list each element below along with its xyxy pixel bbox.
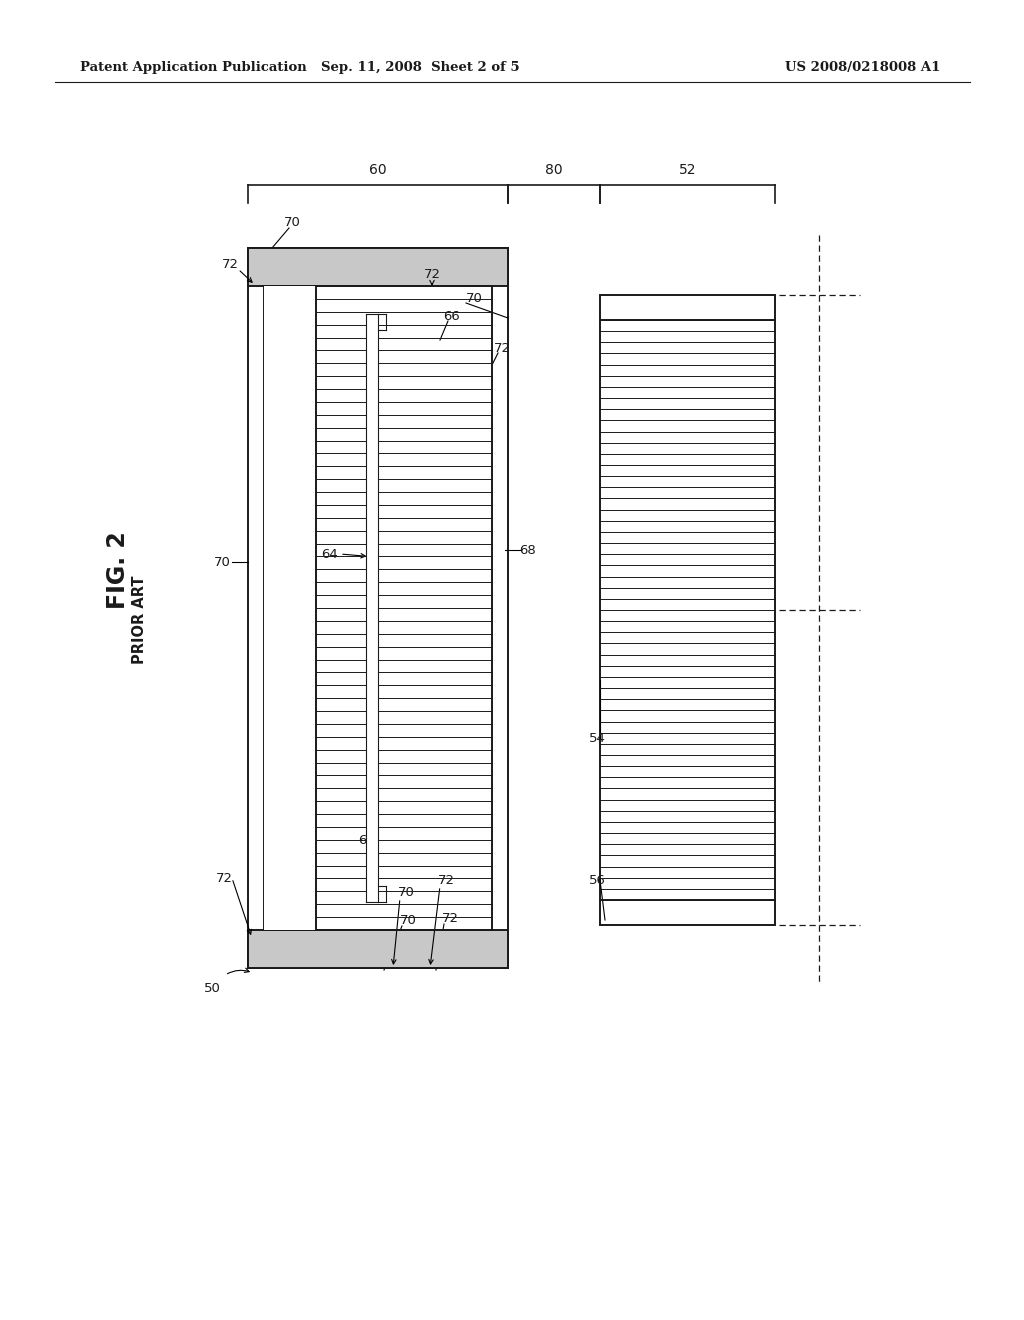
- Text: 72: 72: [437, 874, 455, 887]
- Text: 80: 80: [545, 162, 563, 177]
- Bar: [600, 294, 775, 925]
- Text: 56: 56: [589, 874, 605, 887]
- Text: 72: 72: [215, 871, 232, 884]
- Bar: [248, 248, 508, 286]
- Text: 64: 64: [322, 548, 338, 561]
- Text: 70: 70: [214, 556, 230, 569]
- Text: 70: 70: [284, 215, 300, 228]
- Bar: [248, 931, 508, 968]
- Text: 62: 62: [358, 833, 376, 846]
- Text: 72: 72: [424, 268, 440, 281]
- Text: 72: 72: [494, 342, 511, 355]
- Text: PRIOR ART: PRIOR ART: [132, 576, 147, 664]
- Text: Sep. 11, 2008  Sheet 2 of 5: Sep. 11, 2008 Sheet 2 of 5: [321, 62, 519, 74]
- Bar: [248, 248, 508, 968]
- Text: Patent Application Publication: Patent Application Publication: [80, 62, 307, 74]
- Text: 70: 70: [466, 292, 482, 305]
- Text: 60: 60: [370, 162, 387, 177]
- Text: 72: 72: [221, 259, 239, 272]
- Text: 66: 66: [443, 309, 461, 322]
- Text: 70: 70: [399, 913, 417, 927]
- Text: 52: 52: [679, 162, 696, 177]
- Text: 68: 68: [519, 544, 537, 557]
- Text: 72: 72: [441, 912, 459, 924]
- Text: 70: 70: [397, 886, 415, 899]
- Text: US 2008/0218008 A1: US 2008/0218008 A1: [784, 62, 940, 74]
- Text: FIG. 2: FIG. 2: [106, 531, 130, 609]
- Bar: [264, 286, 316, 931]
- Text: 50: 50: [204, 982, 220, 994]
- Bar: [367, 314, 378, 902]
- Text: 54: 54: [589, 731, 605, 744]
